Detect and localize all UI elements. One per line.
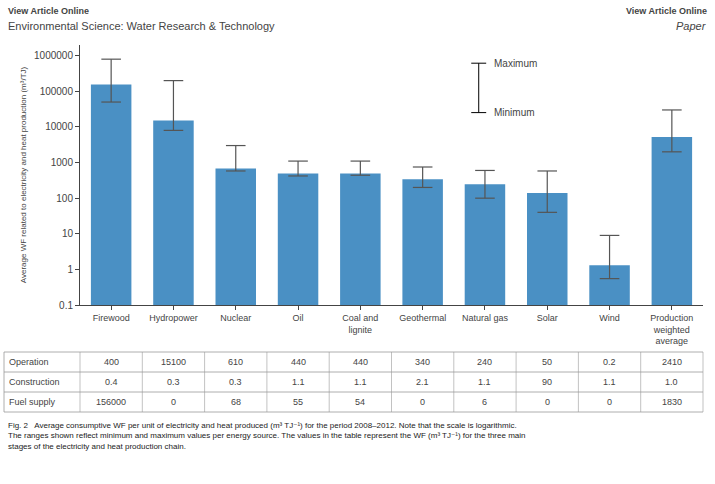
svg-text:610: 610 — [228, 357, 243, 367]
svg-text:156000: 156000 — [96, 397, 126, 407]
svg-text:55: 55 — [293, 397, 303, 407]
svg-text:1.1: 1.1 — [292, 377, 305, 387]
svg-text:Operation: Operation — [9, 357, 49, 367]
svg-text:0.1: 0.1 — [59, 300, 73, 311]
svg-text:Paper: Paper — [676, 20, 707, 32]
svg-text:440: 440 — [353, 357, 368, 367]
svg-text:Productionweightedaverage: Productionweightedaverage — [650, 313, 693, 346]
svg-text:Fig. 2 Average consumptive W: Fig. 2 Average consumptive WF per unit o… — [8, 421, 525, 451]
svg-text:Environmental Science: Water R: Environmental Science: Water Research & … — [8, 20, 275, 32]
svg-text:0.3: 0.3 — [167, 377, 180, 387]
svg-text:Fuel supply: Fuel supply — [9, 397, 56, 407]
svg-text:View Article Online: View Article Online — [8, 6, 89, 16]
svg-text:68: 68 — [231, 397, 241, 407]
svg-text:Hydropower: Hydropower — [149, 313, 198, 323]
svg-text:Geothermal: Geothermal — [399, 313, 446, 323]
svg-text:0: 0 — [171, 397, 176, 407]
svg-text:1.1: 1.1 — [603, 377, 616, 387]
svg-text:90: 90 — [542, 377, 552, 387]
svg-text:0.3: 0.3 — [229, 377, 242, 387]
svg-text:Minimum: Minimum — [494, 107, 535, 118]
svg-text:0.2: 0.2 — [603, 357, 616, 367]
svg-text:1000: 1000 — [51, 157, 74, 168]
svg-text:0: 0 — [420, 397, 425, 407]
svg-text:240: 240 — [477, 357, 492, 367]
svg-text:54: 54 — [355, 397, 365, 407]
svg-text:1.1: 1.1 — [478, 377, 491, 387]
svg-text:0.4: 0.4 — [105, 377, 118, 387]
svg-text:1.1: 1.1 — [354, 377, 367, 387]
svg-text:View Article Online: View Article Online — [626, 6, 707, 16]
svg-text:1000000: 1000000 — [34, 50, 73, 61]
svg-text:440: 440 — [291, 357, 306, 367]
svg-text:10000: 10000 — [45, 121, 73, 132]
svg-text:1830: 1830 — [662, 397, 682, 407]
svg-text:100000: 100000 — [40, 86, 74, 97]
svg-text:6: 6 — [482, 397, 487, 407]
svg-text:0: 0 — [545, 397, 550, 407]
svg-text:Coal andlignite: Coal andlignite — [342, 313, 378, 335]
svg-text:2.1: 2.1 — [416, 377, 429, 387]
svg-text:Nuclear: Nuclear — [220, 313, 251, 323]
svg-text:Wind: Wind — [599, 313, 620, 323]
svg-text:1: 1 — [67, 264, 73, 275]
svg-text:2410: 2410 — [662, 357, 682, 367]
svg-text:Maximum: Maximum — [494, 58, 537, 69]
svg-text:Firewood: Firewood — [93, 313, 130, 323]
svg-text:0: 0 — [607, 397, 612, 407]
svg-text:Oil: Oil — [293, 313, 304, 323]
svg-text:100: 100 — [56, 193, 73, 204]
svg-text:340: 340 — [415, 357, 430, 367]
svg-text:15100: 15100 — [161, 357, 186, 367]
svg-text:Average WF related to electric: Average WF related to electricity and he… — [19, 66, 28, 283]
svg-text:Natural gas: Natural gas — [462, 313, 509, 323]
svg-text:400: 400 — [104, 357, 119, 367]
svg-text:50: 50 — [542, 357, 552, 367]
svg-text:10: 10 — [62, 228, 74, 239]
svg-text:Solar: Solar — [537, 313, 558, 323]
svg-text:Construction: Construction — [9, 377, 60, 387]
svg-text:1.0: 1.0 — [665, 377, 678, 387]
